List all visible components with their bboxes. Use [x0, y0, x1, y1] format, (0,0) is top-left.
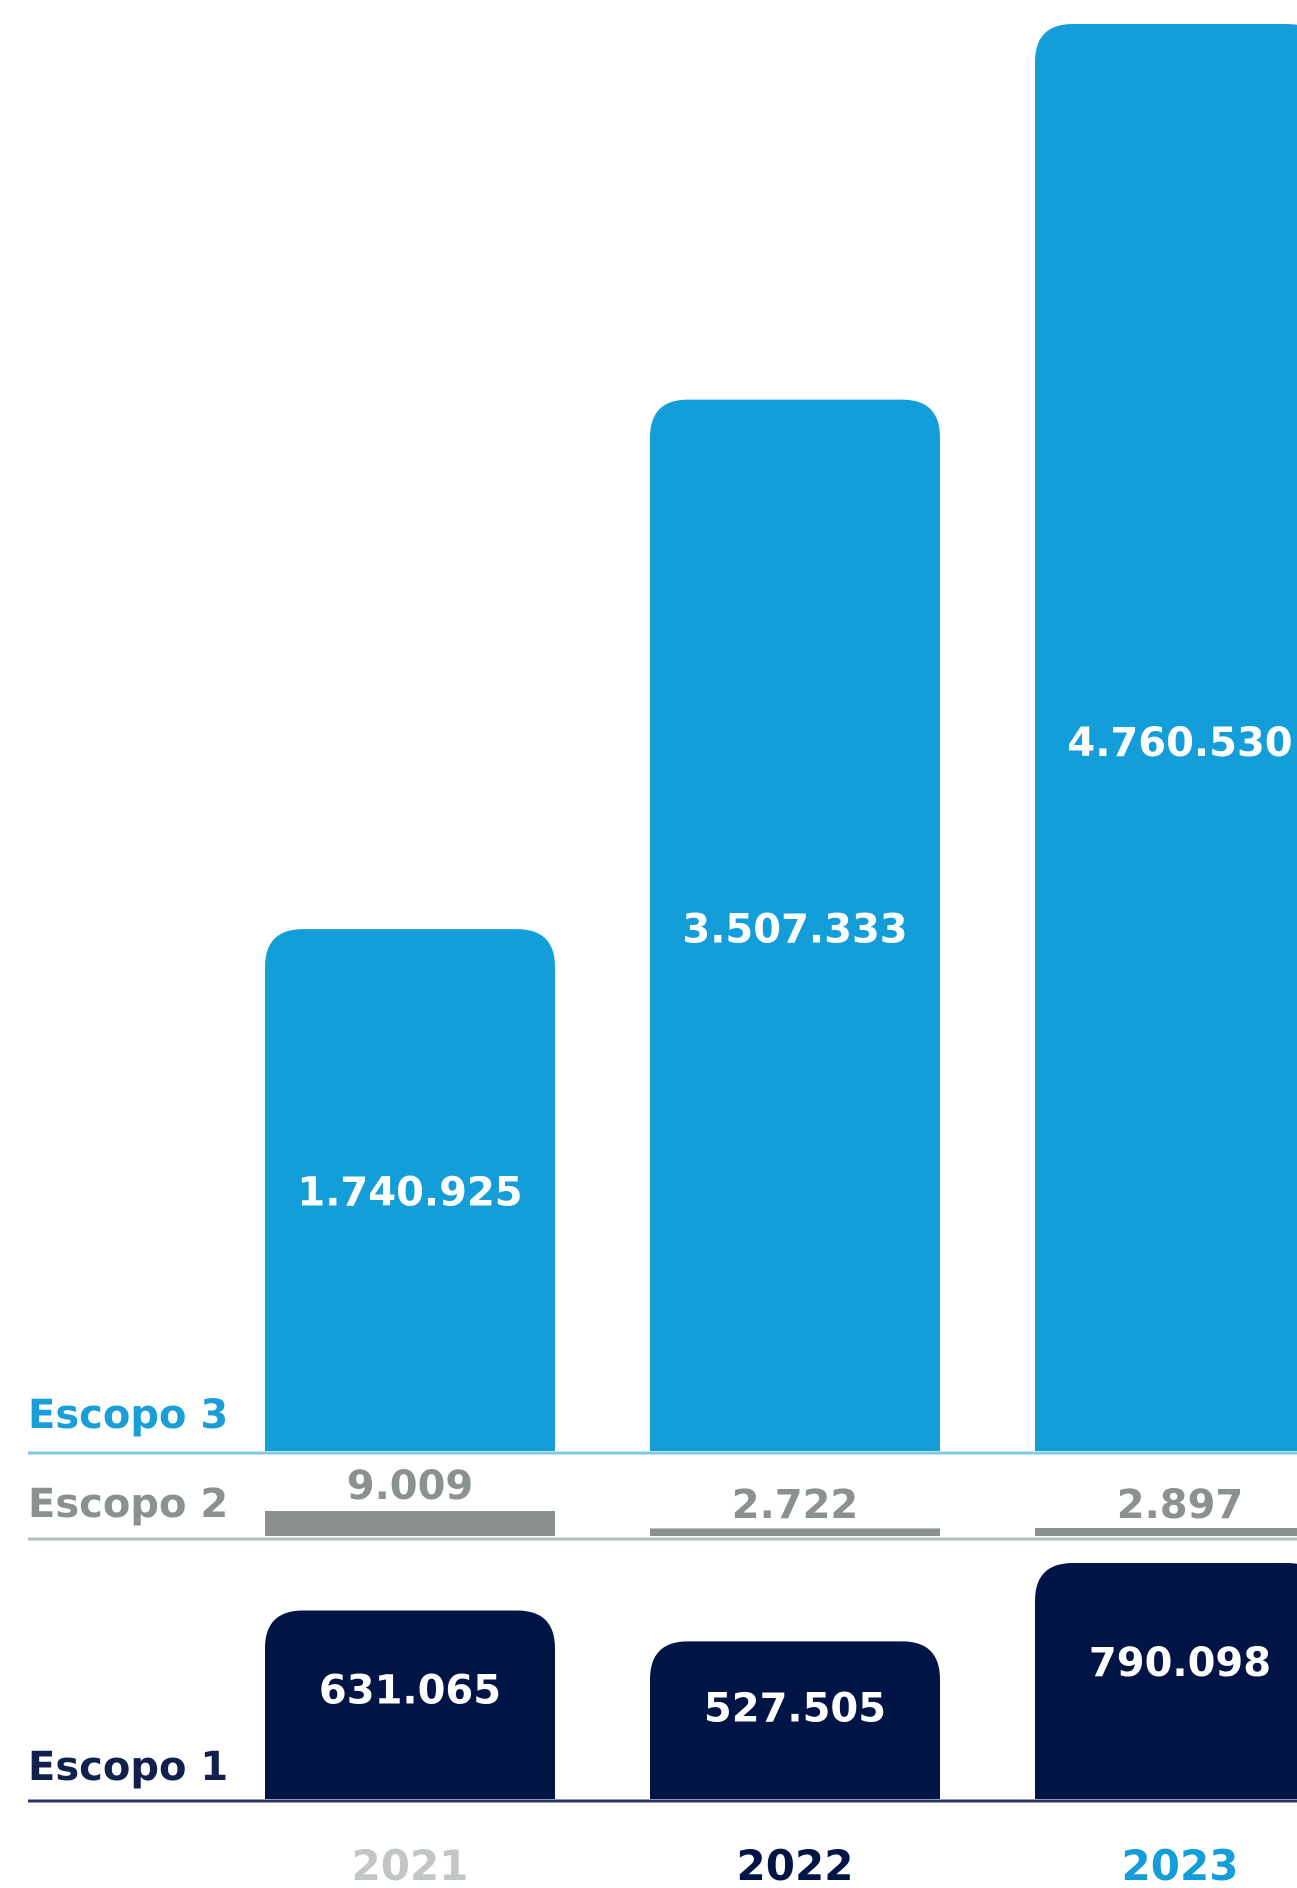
escopo3-value-2021: 1.740.925 [297, 1170, 522, 1216]
escopo1-value-2021: 631.065 [319, 1668, 501, 1714]
escopo2-value-2023: 2.897 [1117, 1482, 1244, 1528]
escopo3-label: Escopo 3 [28, 1392, 228, 1438]
escopo3-value-2023: 4.760.530 [1067, 720, 1292, 766]
escopo3-bar-2023 [1035, 24, 1297, 1451]
escopo1-bar-2023 [1035, 1563, 1297, 1799]
escopo2-value-2021: 9.009 [347, 1463, 474, 1509]
x-label-2023: 2023 [1122, 1841, 1239, 1888]
escopo1-label: Escopo 1 [28, 1744, 228, 1790]
x-label-2021: 2021 [352, 1841, 469, 1888]
escopo2-label: Escopo 2 [28, 1481, 228, 1527]
escopo3-bar-2022 [650, 399, 940, 1451]
escopo2-bar-2023 [1035, 1527, 1297, 1536]
escopo2-bar-2022 [650, 1528, 940, 1536]
value-labels-group: 1.740.925 9.009 631.065 3.507.333 2.722 527.5… [297, 720, 1292, 1732]
escopo1-value-2023: 790.098 [1089, 1640, 1271, 1686]
escopo3-bar-2021 [265, 929, 555, 1451]
escopo1-value-2022: 527.505 [704, 1686, 886, 1732]
x-label-2022: 2022 [737, 1841, 854, 1888]
escopo2-bar-2021 [265, 1511, 555, 1536]
escopo3-value-2022: 3.507.333 [682, 906, 907, 952]
bars-group [265, 24, 1297, 1799]
escopo2-value-2022: 2.722 [732, 1482, 859, 1528]
escopo1-bar-2022 [650, 1641, 940, 1799]
x-axis-labels: 2021 2022 2023 [352, 1841, 1239, 1888]
escopo1-bar-2021 [265, 1610, 555, 1799]
